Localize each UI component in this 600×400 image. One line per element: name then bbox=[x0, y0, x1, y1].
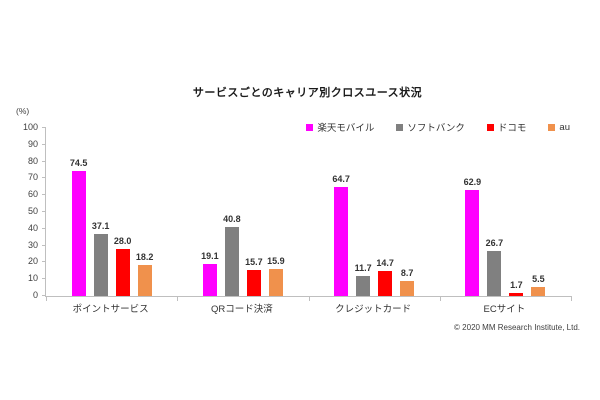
legend-swatch-icon bbox=[548, 123, 556, 131]
y-tick-mark bbox=[42, 227, 46, 229]
legend-label: au bbox=[559, 121, 570, 133]
bar-au-ECサイト: 5.5 bbox=[531, 274, 546, 296]
legend-item-楽天モバイル: 楽天モバイル bbox=[306, 120, 374, 134]
y-tick-label: 30 bbox=[27, 239, 38, 250]
y-tick-mark bbox=[42, 295, 46, 296]
y-tick-mark bbox=[42, 143, 46, 145]
legend-swatch-icon bbox=[306, 123, 314, 131]
value-label: 15.7 bbox=[245, 256, 263, 267]
category-axis-labels: ポイントサービス QRコード決済 クレジットカード ECサイト bbox=[45, 301, 570, 315]
legend-item-ソフトバンク: ソフトバンク bbox=[396, 120, 465, 134]
copyright-text: © 2020 MM Research Institute, Ltd. bbox=[454, 323, 580, 332]
x-tick-mark bbox=[308, 296, 310, 301]
x-tick-mark bbox=[46, 296, 47, 301]
legend-swatch-icon bbox=[396, 123, 404, 131]
y-tick-label: 60 bbox=[27, 189, 38, 200]
category-label-ポイントサービス: ポイントサービス bbox=[72, 304, 149, 315]
legend-label: ソフトバンク bbox=[407, 123, 465, 134]
value-label: 5.5 bbox=[532, 273, 545, 284]
category-label-クレジットカード: クレジットカード bbox=[335, 304, 412, 315]
category-label-QRコード決済: QRコード決済 bbox=[210, 304, 273, 315]
value-label: 14.7 bbox=[376, 258, 394, 269]
bar-楽天モバイル-ポイントサービス: 74.5 bbox=[70, 158, 87, 296]
y-tick-label: 100 bbox=[22, 122, 38, 132]
y-tick-label: 0 bbox=[32, 290, 38, 300]
y-tick-mark bbox=[42, 278, 46, 280]
value-label: 19.1 bbox=[201, 250, 219, 261]
y-tick-label: 70 bbox=[27, 172, 38, 183]
y-tick-label: 20 bbox=[27, 256, 38, 267]
value-label: 26.7 bbox=[485, 238, 504, 249]
bar-au-QRコード決済: 15.9 bbox=[267, 256, 285, 296]
bar-group-クレジットカード: 64.7 11.7 14.7 8.7 bbox=[309, 128, 440, 296]
bar-楽天モバイル-QRコード決済: 19.1 bbox=[201, 251, 219, 296]
bar-ソフトバンク-QRコード決済: 40.8 bbox=[223, 214, 241, 296]
y-tick-label: 50 bbox=[27, 206, 38, 216]
x-tick-mark bbox=[571, 296, 572, 301]
bar-ソフトバンク-クレジットカード: 11.7 bbox=[355, 263, 372, 296]
y-tick-mark bbox=[42, 177, 46, 179]
legend: 楽天モバイル ソフトバンク ドコモ au bbox=[306, 120, 570, 134]
bar-ドコモ-QRコード決済: 15.7 bbox=[245, 257, 263, 296]
value-label: 18.2 bbox=[135, 252, 154, 263]
value-label: 11.7 bbox=[354, 263, 372, 274]
value-label: 74.5 bbox=[69, 157, 88, 168]
y-tick-mark bbox=[42, 261, 46, 263]
legend-label: ドコモ bbox=[497, 123, 527, 134]
x-tick-mark bbox=[177, 296, 179, 301]
bar-ソフトバンク-ECサイト: 26.7 bbox=[486, 238, 503, 296]
x-tick-mark bbox=[439, 296, 441, 301]
y-tick-mark bbox=[42, 244, 46, 246]
legend-swatch-icon bbox=[486, 123, 494, 131]
value-label: 40.8 bbox=[223, 214, 241, 225]
chart-title: サービスごとのキャリア別クロスユース状況 bbox=[192, 87, 423, 99]
legend-item-au: au bbox=[548, 122, 570, 133]
y-tick-mark bbox=[42, 160, 46, 162]
bar-group-ECサイト: 62.9 26.7 1.7 5.5 bbox=[440, 128, 571, 296]
value-label: 28.0 bbox=[113, 235, 132, 246]
bar-ドコモ-ECサイト: 1.7 bbox=[509, 280, 524, 296]
category-label-ECサイト: ECサイト bbox=[483, 304, 526, 315]
legend-item-ドコモ: ドコモ bbox=[486, 120, 527, 134]
bar-ドコモ-クレジットカード: 14.7 bbox=[376, 258, 394, 296]
value-label: 62.9 bbox=[463, 177, 482, 188]
y-tick-mark bbox=[42, 194, 46, 196]
bar-楽天モバイル-ECサイト: 62.9 bbox=[464, 177, 481, 296]
value-label: 8.7 bbox=[400, 268, 414, 279]
bar-楽天モバイル-クレジットカード: 64.7 bbox=[332, 174, 350, 296]
y-tick-label: 80 bbox=[27, 155, 38, 166]
value-label: 37.1 bbox=[91, 220, 110, 231]
bar-au-クレジットカード: 8.7 bbox=[400, 268, 415, 296]
y-tick-mark bbox=[42, 211, 46, 212]
bar-group-QRコード決済: 19.1 40.8 15.7 15.9 bbox=[177, 128, 308, 296]
y-tick-label: 10 bbox=[27, 273, 38, 284]
bar-groups: 74.5 37.1 28.0 18.2 19.1 40.8 15.7 15.9 64.7 11.7… bbox=[46, 128, 571, 296]
bar-group-ポイントサービス: 74.5 37.1 28.0 18.2 bbox=[46, 128, 177, 296]
legend-label: 楽天モバイル bbox=[317, 123, 375, 134]
y-tick-mark bbox=[42, 127, 46, 128]
value-label: 15.9 bbox=[267, 256, 285, 267]
y-axis-unit-label: (%) bbox=[16, 106, 30, 116]
bar-au-ポイントサービス: 18.2 bbox=[136, 252, 153, 296]
bar-ドコモ-ポイントサービス: 28.0 bbox=[114, 236, 131, 296]
bar-ソフトバンク-ポイントサービス: 37.1 bbox=[92, 221, 109, 296]
value-label: 64.7 bbox=[332, 174, 350, 185]
y-tick-label: 90 bbox=[27, 138, 38, 149]
y-tick-label: 40 bbox=[27, 222, 38, 233]
value-label: 1.7 bbox=[510, 280, 523, 291]
plot-area: 74.5 37.1 28.0 18.2 19.1 40.8 15.7 15.9 64.7 11.7… bbox=[23, 122, 572, 301]
